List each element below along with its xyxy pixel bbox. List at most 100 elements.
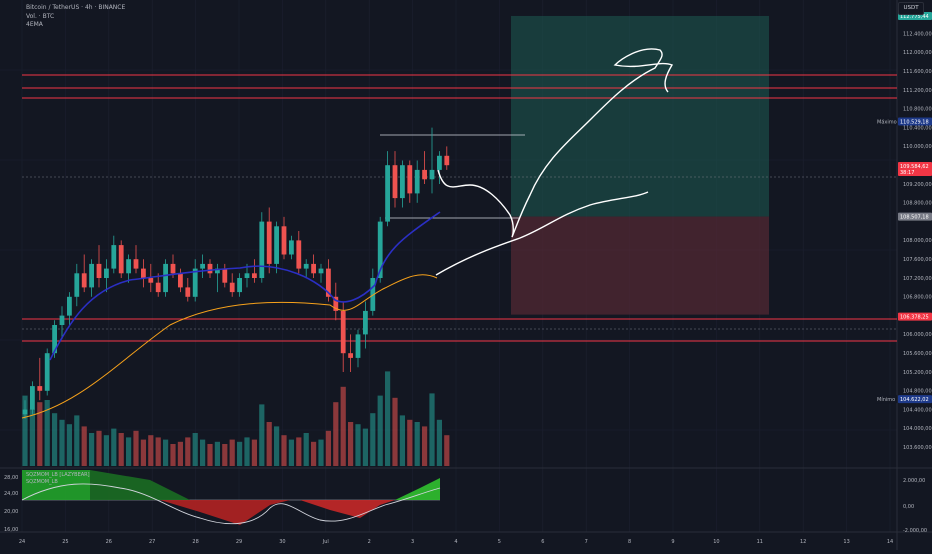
osc-left-tick: 28,00 bbox=[4, 475, 18, 481]
candle-body bbox=[429, 169, 435, 180]
candle-body bbox=[296, 240, 302, 269]
candle-body bbox=[44, 353, 50, 391]
time-tick-label: 4 bbox=[454, 539, 457, 545]
volume-bar bbox=[436, 419, 442, 466]
candle-body bbox=[141, 268, 146, 278]
volume-bar bbox=[237, 441, 243, 466]
volume-bar bbox=[192, 433, 198, 466]
volume-bar bbox=[96, 430, 102, 466]
price-tick-label: 106.000,00 bbox=[903, 332, 932, 338]
price-tick-label: 104.000,00 bbox=[903, 426, 932, 432]
candle-body bbox=[444, 155, 450, 166]
candle-body bbox=[222, 268, 228, 283]
candle-body bbox=[289, 240, 294, 255]
volume-bar bbox=[44, 400, 50, 466]
volume-bar bbox=[340, 386, 346, 466]
candle-body bbox=[155, 282, 161, 293]
candle-body bbox=[252, 273, 257, 278]
volume-bar bbox=[362, 428, 368, 466]
time-tick-label: 12 bbox=[800, 539, 806, 545]
time-tick-label: 6 bbox=[541, 539, 544, 545]
candle-body bbox=[370, 278, 376, 311]
volume-bar bbox=[392, 397, 398, 466]
volume-bar bbox=[214, 441, 220, 466]
osc-right-tick: 2.000,00 bbox=[903, 478, 925, 484]
volume-bar bbox=[377, 395, 383, 466]
oscillator-subtitle[interactable]: SQZMOM_LB bbox=[26, 478, 58, 485]
candle-body bbox=[318, 268, 324, 274]
volume-bar bbox=[355, 424, 361, 466]
side-tag-label: Mínimo bbox=[877, 396, 895, 403]
oscillator-title[interactable]: SQZMOM_LB [LAZYBEAR] bbox=[26, 472, 90, 478]
volume-bar bbox=[207, 444, 213, 466]
volume-bar bbox=[370, 413, 376, 466]
osc-right-tick: 0,00 bbox=[903, 504, 914, 510]
candle-body bbox=[207, 263, 213, 274]
volume-bar bbox=[126, 437, 132, 466]
price-tag bbox=[898, 395, 932, 404]
candle-body bbox=[237, 278, 242, 293]
candle-body bbox=[437, 155, 442, 170]
volume-legend[interactable]: Vol. · BTC bbox=[26, 12, 55, 20]
candle-body bbox=[281, 226, 287, 255]
candle-body bbox=[30, 386, 35, 410]
price-tag bbox=[898, 212, 932, 221]
volume-bar bbox=[37, 402, 43, 466]
oscillator-legend[interactable]: SQZMOM_LB [LAZYBEAR] SQZMOM_LB bbox=[26, 472, 90, 485]
price-tag-label: 112.775,44 bbox=[900, 14, 929, 20]
price-tick-label: 108.800,00 bbox=[903, 201, 932, 207]
ema-slow-line bbox=[21, 274, 438, 419]
osc-left-tick: 20,00 bbox=[4, 509, 18, 515]
candle-body bbox=[215, 268, 220, 274]
volume-bar bbox=[333, 402, 339, 466]
candle-body bbox=[148, 278, 154, 283]
osc-signal-line bbox=[21, 483, 441, 525]
symbol-title[interactable]: Bitcoin / TetherUS · 4h · BINANCE bbox=[26, 4, 126, 11]
candle-body bbox=[355, 334, 361, 358]
candle-body bbox=[200, 263, 205, 269]
volume-bar bbox=[251, 439, 257, 466]
price-tick-label: 111.600,00 bbox=[903, 69, 932, 75]
volume-bar bbox=[111, 428, 117, 466]
price-tick-label: 110.800,00 bbox=[903, 107, 932, 113]
price-tick-label: 107.600,00 bbox=[903, 257, 932, 263]
price-tick-label: 104.400,00 bbox=[903, 407, 932, 413]
volume-bar bbox=[133, 430, 139, 466]
candle-body bbox=[392, 165, 398, 199]
volume-bar bbox=[385, 371, 391, 466]
candle-body bbox=[104, 268, 109, 278]
side-tag-label: Máximo bbox=[877, 118, 897, 125]
candle-body bbox=[59, 315, 65, 325]
candle-body bbox=[303, 263, 309, 269]
candle-body bbox=[133, 259, 139, 269]
candle-body bbox=[37, 386, 43, 391]
freehand-trend-path bbox=[435, 191, 649, 276]
osc-hist-darkgreen bbox=[90, 470, 190, 500]
candle-body bbox=[126, 259, 131, 274]
volume-bar bbox=[414, 422, 420, 466]
candle-body bbox=[311, 263, 316, 274]
volume-bar bbox=[81, 426, 87, 466]
volume-bar bbox=[444, 435, 450, 466]
time-tick-label: 7 bbox=[585, 539, 588, 545]
volume-bar bbox=[89, 433, 95, 466]
time-tick-label: 2 bbox=[368, 539, 371, 545]
symbol-legend[interactable]: Bitcoin / TetherUS · 4h · BINANCE Vol. ·… bbox=[26, 4, 125, 30]
candle-body bbox=[333, 296, 339, 311]
candle-body bbox=[89, 263, 94, 288]
currency-selector[interactable]: USDT bbox=[898, 2, 924, 15]
volume-bar bbox=[244, 437, 250, 466]
ema-legend[interactable]: 4EMA bbox=[26, 21, 43, 28]
osc-right-tick: -2.000,00 bbox=[903, 528, 927, 534]
volume-bar bbox=[118, 433, 124, 466]
volume-bar bbox=[311, 441, 317, 466]
candle-body bbox=[22, 409, 28, 415]
volume-bar bbox=[140, 439, 146, 466]
volume-bar bbox=[229, 439, 235, 466]
osc-hist-green2 bbox=[395, 478, 440, 500]
volume-bar bbox=[288, 439, 294, 466]
candle-body bbox=[192, 268, 198, 297]
volume-bar bbox=[318, 439, 324, 466]
